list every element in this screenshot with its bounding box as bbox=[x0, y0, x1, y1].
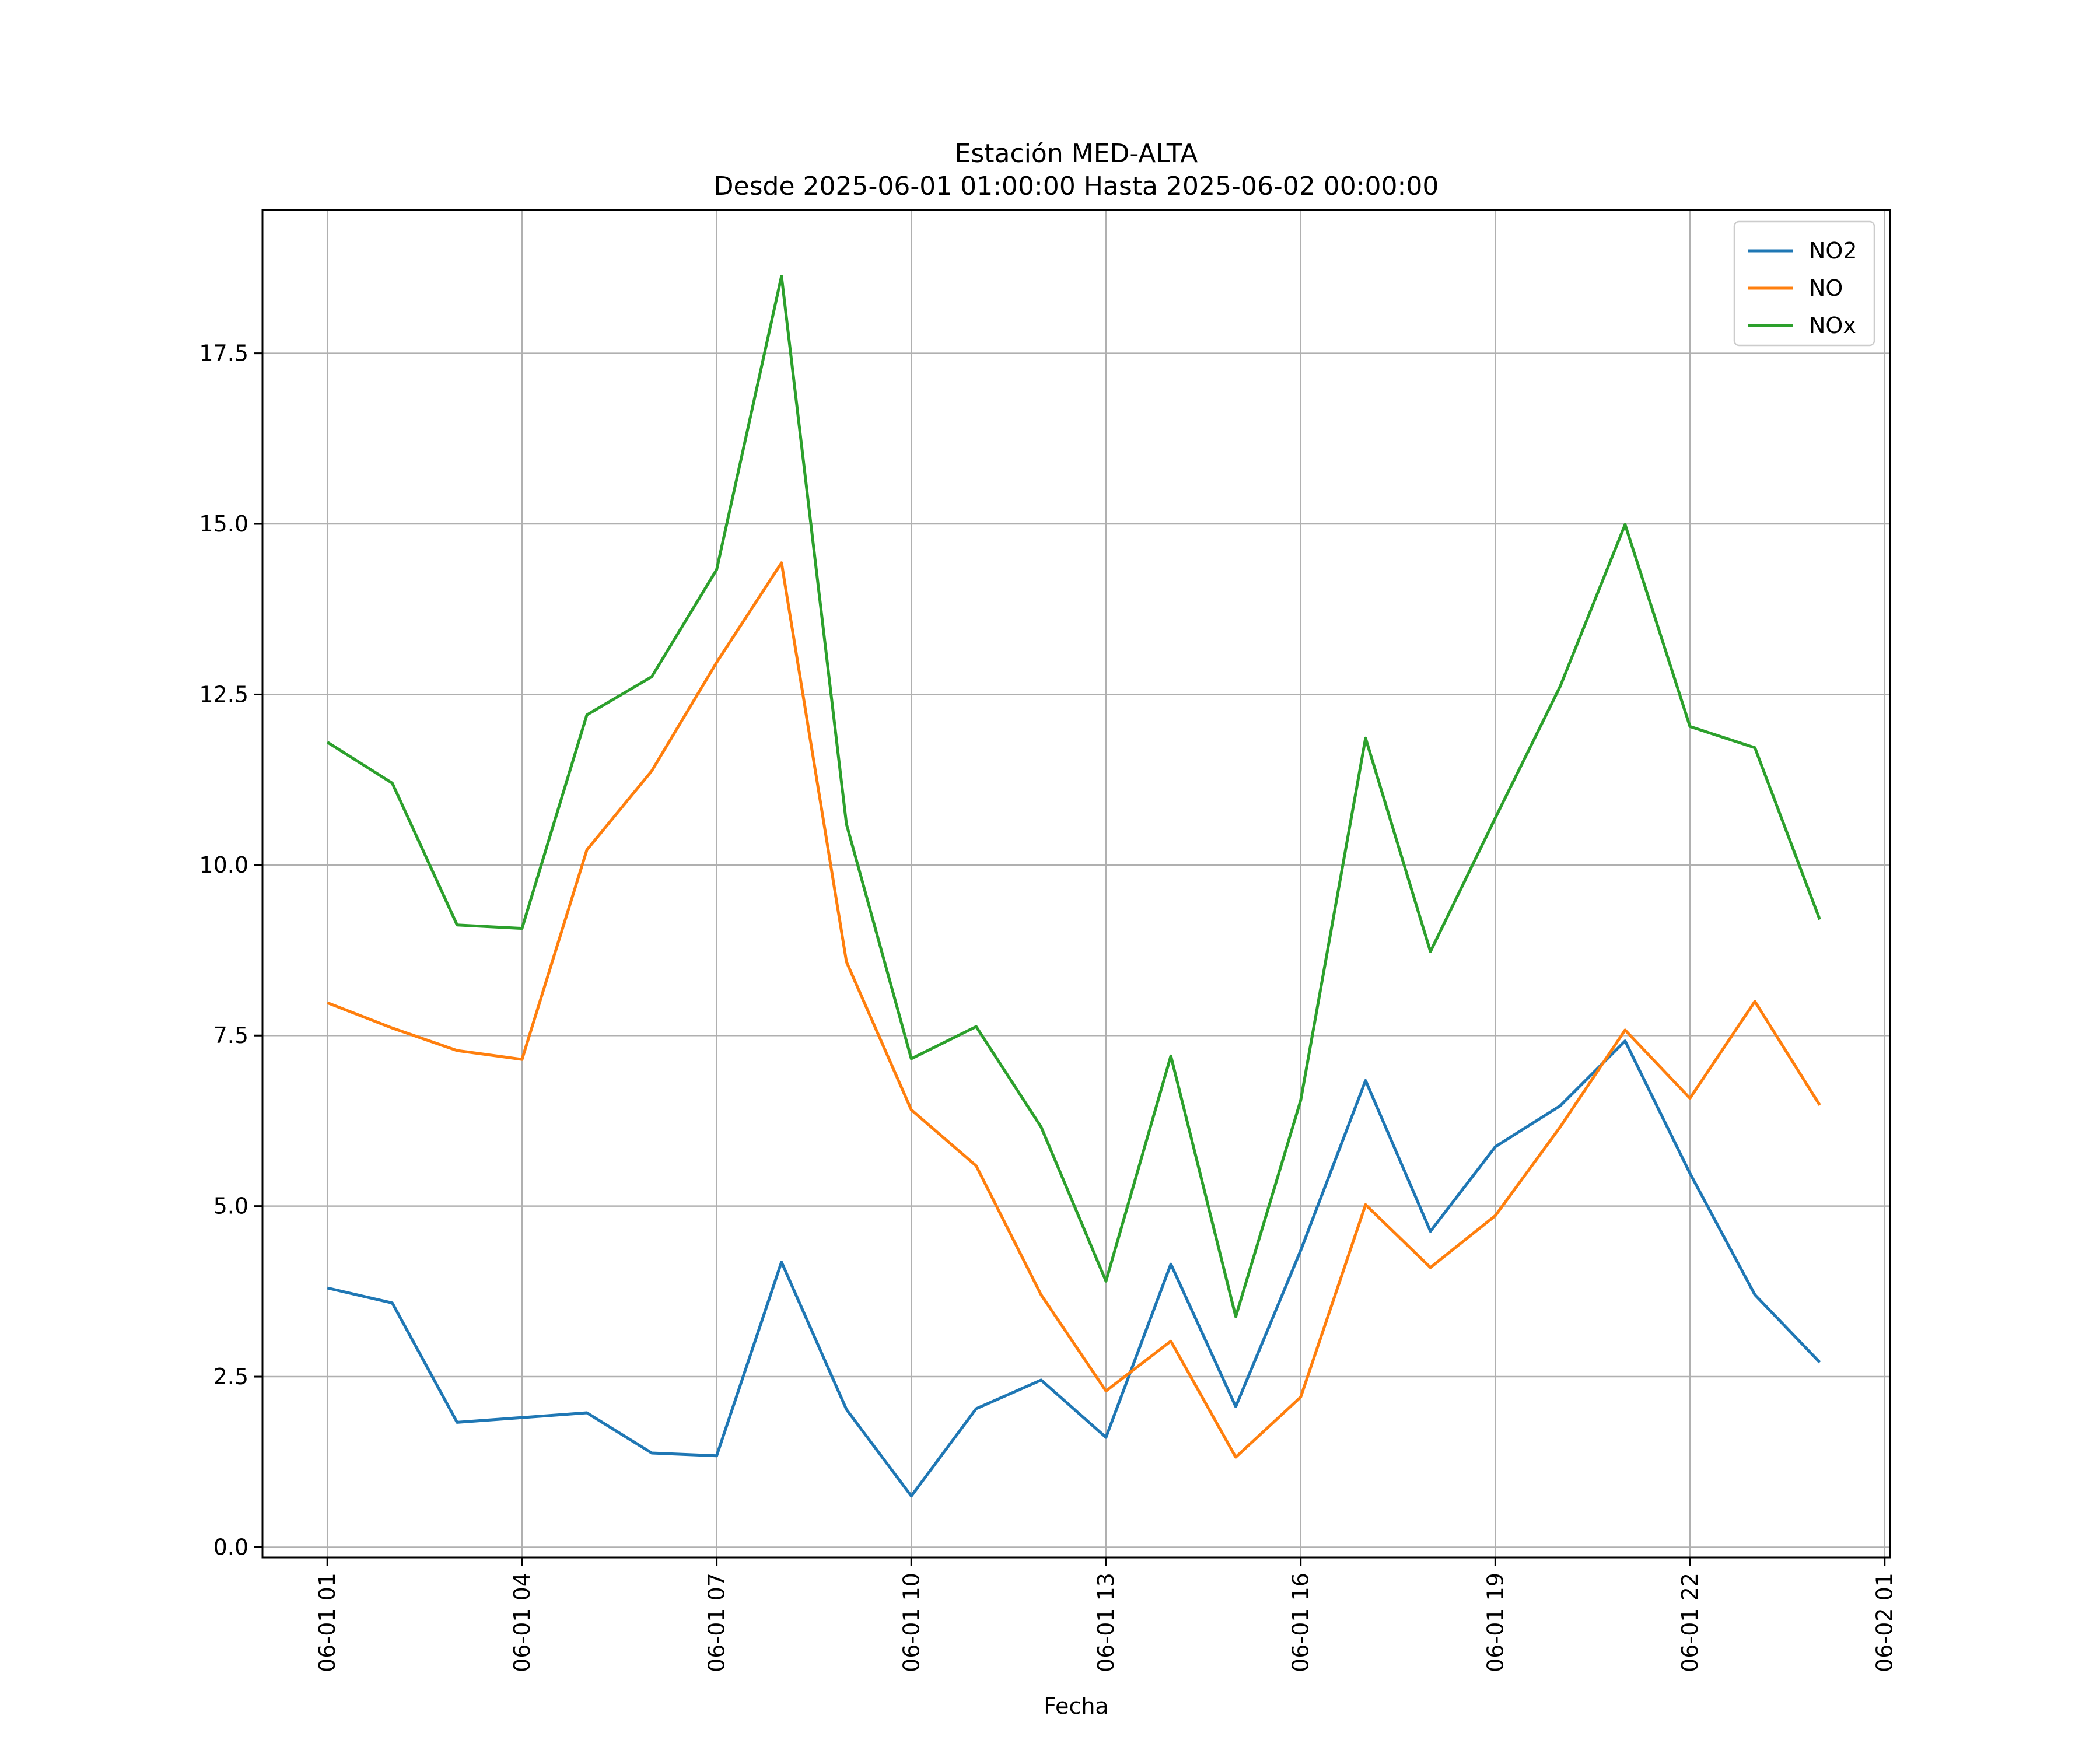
x-tick-label: 06-01 01 bbox=[314, 1573, 340, 1672]
y-tick-label: 10.0 bbox=[199, 852, 249, 878]
x-tick-label: 06-01 07 bbox=[704, 1573, 730, 1672]
x-tick-label: 06-01 10 bbox=[898, 1573, 924, 1672]
x-tick-label: 06-01 04 bbox=[509, 1573, 535, 1672]
y-tick-label: 5.0 bbox=[214, 1194, 249, 1219]
y-tick-label: 12.5 bbox=[199, 681, 249, 707]
y-tick-label: 0.0 bbox=[214, 1534, 249, 1560]
series-line-nox bbox=[326, 275, 1821, 1318]
x-tick-label: 06-01 19 bbox=[1482, 1573, 1508, 1672]
grid bbox=[262, 210, 1890, 1558]
y-tick-label: 17.5 bbox=[199, 341, 249, 366]
legend: NO2 NO NOx bbox=[1733, 220, 1875, 346]
chart-title: Estación MED-ALTA bbox=[955, 139, 1198, 169]
series-lines bbox=[326, 275, 1821, 1498]
x-axis-label: Fecha bbox=[1044, 1693, 1108, 1719]
x-tick-label: 06-02 01 bbox=[1872, 1573, 1898, 1672]
x-tick-label: 06-01 22 bbox=[1677, 1573, 1703, 1672]
legend-label-nox: NOx bbox=[1809, 313, 1856, 338]
y-tick-label: 7.5 bbox=[214, 1023, 249, 1048]
chart-subtitle: Desde 2025-06-01 01:00:00 Hasta 2025-06-… bbox=[714, 172, 1439, 201]
series-line-no2 bbox=[327, 1040, 1821, 1498]
y-tick-label: 2.5 bbox=[214, 1364, 249, 1390]
series-line-no bbox=[327, 561, 1821, 1459]
legend-box bbox=[1733, 220, 1875, 346]
y-tick-label: 15.0 bbox=[199, 511, 249, 537]
legend-label-no: NO bbox=[1809, 275, 1843, 301]
legend-label-no2: NO2 bbox=[1809, 238, 1857, 264]
plot-frame bbox=[261, 209, 1891, 1559]
x-tick-label: 06-01 16 bbox=[1288, 1573, 1314, 1672]
x-tick-label: 06-01 13 bbox=[1093, 1573, 1119, 1672]
axis-ticks: 06-01 01 06-01 04 06-01 07 06-01 10 06-01 13… bbox=[199, 341, 1897, 1672]
